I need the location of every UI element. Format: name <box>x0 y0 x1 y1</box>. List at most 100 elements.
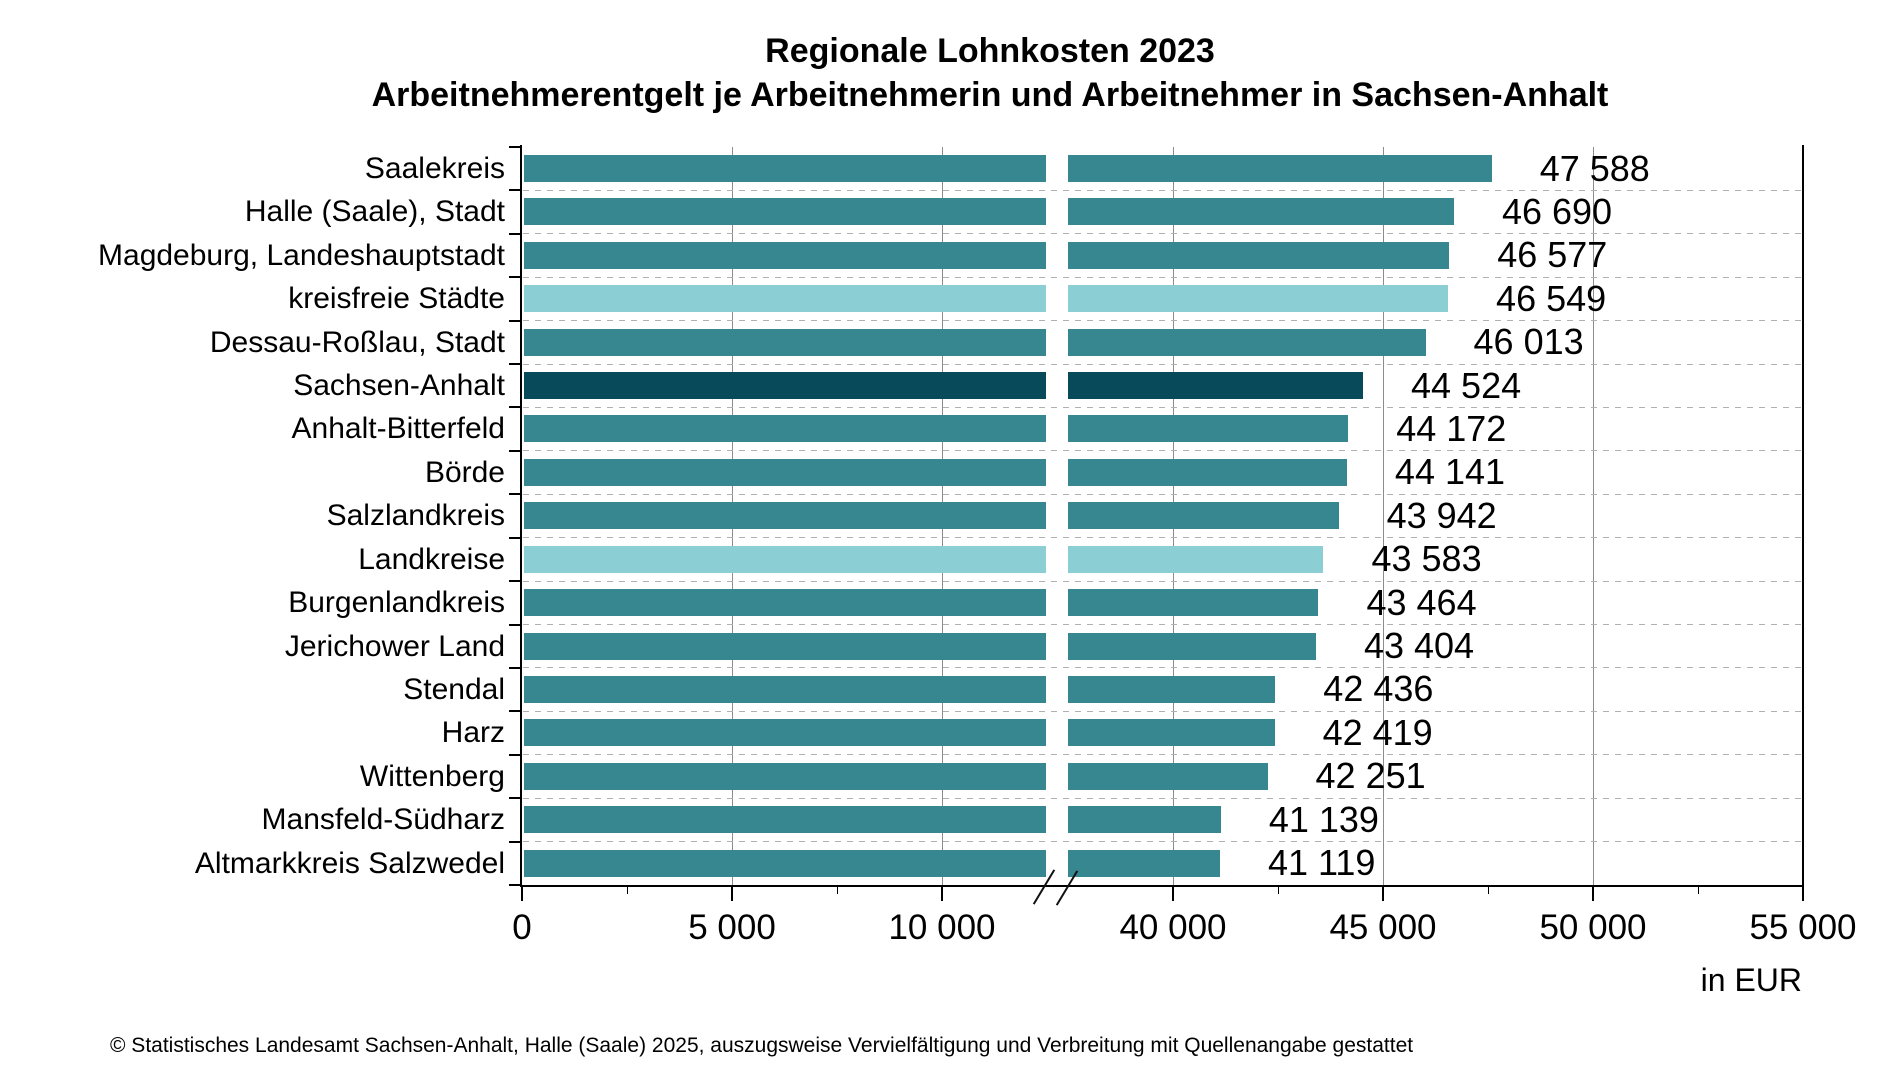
y-axis-line <box>520 145 522 885</box>
x-tick-label: 45 000 <box>1329 908 1437 947</box>
category-label: Landkreise <box>358 542 505 576</box>
category-label: Sachsen-Anhalt <box>293 369 505 403</box>
value-label: 46 549 <box>1496 277 1607 319</box>
bar-left-segment <box>524 458 1046 486</box>
x-axis-line <box>520 885 1804 887</box>
x-tick-label: 0 <box>512 908 532 947</box>
row-separator-line <box>523 667 1802 669</box>
x-major-tick <box>1172 885 1174 901</box>
value-label: 44 141 <box>1394 451 1506 493</box>
row-separator-line <box>523 450 1802 452</box>
bar-left-segment <box>524 241 1046 269</box>
category-label: Halle (Saale), Stadt <box>244 195 505 229</box>
value-label: 43 404 <box>1363 625 1475 667</box>
value-label: 46 013 <box>1473 321 1584 363</box>
y-row-tick <box>509 276 520 279</box>
bar-right-segment <box>1068 806 1221 834</box>
x-tick-label: 55 000 <box>1749 908 1857 947</box>
x-tick-label: 40 000 <box>1119 908 1227 947</box>
bar-right-segment <box>1068 675 1276 703</box>
row-separator-line <box>523 189 1802 191</box>
y-row-tick <box>509 536 520 539</box>
bar-right-segment <box>1068 155 1492 182</box>
y-row-tick <box>509 493 520 496</box>
bar-right-segment <box>1068 589 1319 617</box>
bar-left-segment <box>524 849 1046 877</box>
value-label: 47 588 <box>1539 147 1650 189</box>
y-row-tick <box>509 710 520 713</box>
value-label: 42 436 <box>1323 668 1434 710</box>
axis-break-slash <box>1055 870 1079 906</box>
value-label: 46 577 <box>1497 234 1608 276</box>
x-tick-label: 10 000 <box>888 908 996 947</box>
category-label: Altmarkkreis Salzwedel <box>194 846 505 880</box>
bar-left-segment <box>524 806 1046 834</box>
bar-left-segment <box>524 675 1046 703</box>
x-major-tick <box>1382 885 1384 901</box>
x-major-tick <box>941 885 943 901</box>
category-label: Anhalt-Bitterfeld <box>291 412 505 446</box>
category-label: kreisfreie Städte <box>288 282 505 316</box>
bar-left-segment <box>524 415 1046 443</box>
axis-unit-label: in EUR <box>1700 962 1802 998</box>
value-label: 42 419 <box>1322 711 1433 753</box>
bar-left-segment <box>524 632 1046 660</box>
bar-right-segment <box>1068 545 1324 573</box>
x-minor-tick <box>1487 885 1489 894</box>
bar-right-segment <box>1068 849 1220 877</box>
row-separator-line <box>523 320 1802 322</box>
x-tick-label: 50 000 <box>1539 908 1647 947</box>
bar-left-segment <box>524 155 1046 182</box>
x-gridline <box>1383 147 1384 885</box>
y-row-tick <box>509 449 520 452</box>
y-row-tick <box>509 363 520 366</box>
bar-right-segment <box>1068 198 1454 226</box>
row-separator-line <box>523 406 1802 408</box>
y-row-tick <box>509 146 520 148</box>
plot-right-border <box>1802 145 1804 885</box>
value-label: 43 942 <box>1386 494 1497 536</box>
y-row-tick <box>509 840 520 843</box>
row-separator-line <box>523 537 1802 539</box>
bar-left-segment <box>524 502 1046 530</box>
x-major-tick <box>731 885 733 901</box>
y-row-tick <box>509 406 520 409</box>
y-row-tick <box>509 623 520 626</box>
category-label: Wittenberg <box>359 759 505 793</box>
value-label: 44 172 <box>1396 407 1507 449</box>
x-gridline <box>1593 147 1594 885</box>
row-separator-line <box>523 841 1802 843</box>
x-major-tick <box>521 885 523 901</box>
x-minor-tick <box>1277 885 1279 894</box>
category-label: Saalekreis <box>364 152 505 185</box>
bar-right-segment <box>1068 328 1426 356</box>
row-separator-line <box>523 624 1802 626</box>
value-label: 42 251 <box>1315 755 1426 797</box>
y-row-tick <box>509 797 520 800</box>
bar-right-segment <box>1068 719 1275 747</box>
row-separator-line <box>523 754 1802 756</box>
y-row-tick <box>509 232 520 235</box>
category-label: Dessau-Roßlau, Stadt <box>209 325 505 359</box>
y-row-tick <box>509 319 520 322</box>
bar-left-segment <box>524 285 1046 313</box>
row-separator-line <box>523 710 1802 712</box>
value-label: 43 464 <box>1366 581 1477 623</box>
bar-left-segment <box>524 372 1046 400</box>
chart-subtitle: Arbeitnehmerentgelt je Arbeitnehmerin un… <box>371 76 1609 114</box>
y-row-tick <box>509 189 520 192</box>
bar-right-segment <box>1068 372 1363 400</box>
row-separator-line <box>523 233 1802 235</box>
value-label: 41 139 <box>1268 798 1379 840</box>
y-row-tick <box>509 580 520 583</box>
bar-left-segment <box>524 545 1046 573</box>
y-row-tick <box>509 753 520 756</box>
bar-left-segment <box>524 328 1046 356</box>
x-tick-label: 5 000 <box>688 908 776 947</box>
bar-right-segment <box>1068 502 1339 530</box>
row-separator-line <box>523 276 1802 278</box>
x-minor-tick <box>626 885 628 894</box>
bar-left-segment <box>524 762 1046 790</box>
